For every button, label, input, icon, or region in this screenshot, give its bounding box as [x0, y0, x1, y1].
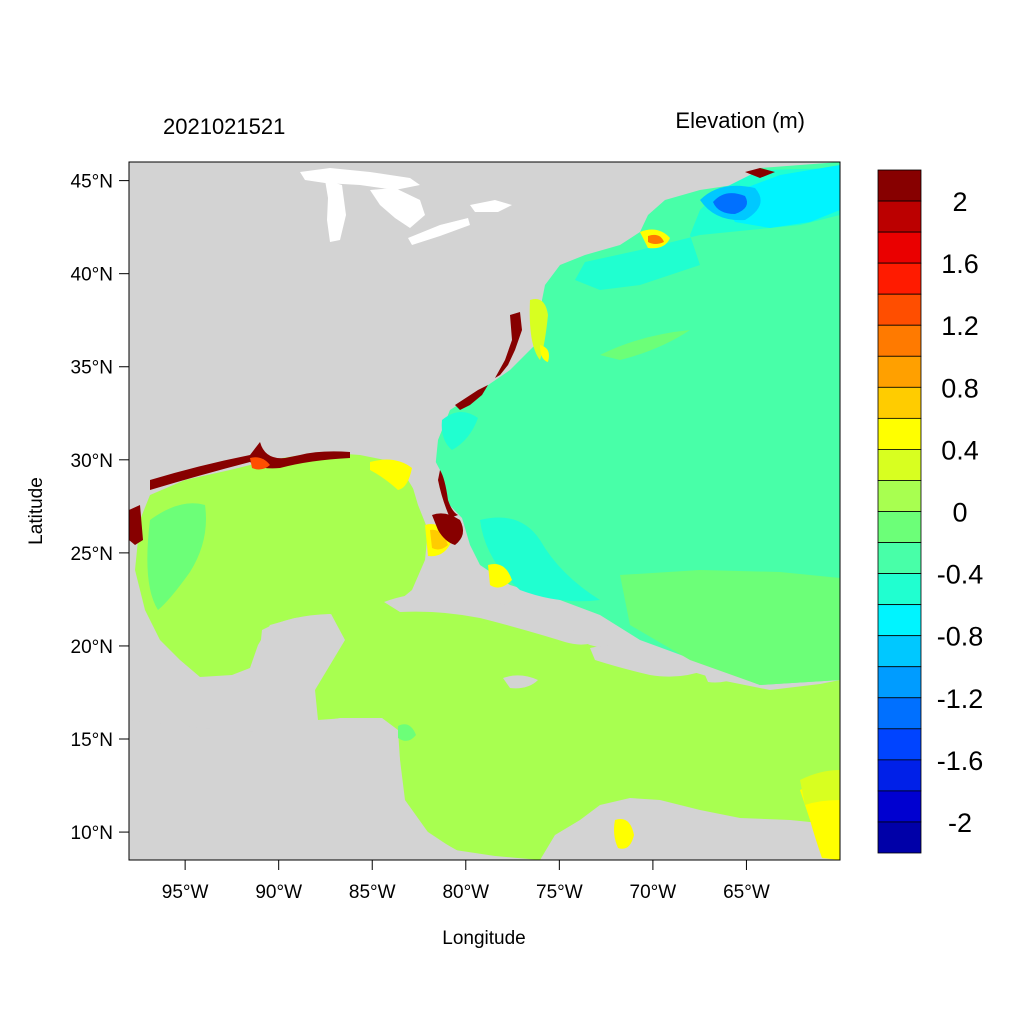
bahamas-yellow [488, 564, 512, 588]
colorbar-bin [877, 231, 922, 264]
florida-coast-cyan [441, 411, 478, 450]
colorbar-bin [877, 759, 922, 792]
map-panel [129, 162, 840, 860]
lake-erie [408, 218, 470, 245]
colorbar-label: -2 [948, 808, 972, 838]
colorbar-bin [877, 417, 922, 450]
colorbar-label: 0 [952, 498, 967, 528]
colorbar-bin [877, 728, 922, 761]
y-tick-label: 45°N [71, 172, 113, 193]
texas-coast-red [129, 505, 143, 545]
carolina-coast-red [455, 385, 488, 410]
big-bend-yellow [370, 459, 412, 490]
mid-atlantic-coast-red [495, 312, 522, 378]
florida-bay-orange [430, 529, 448, 550]
eastern-caribbean-yellowgreen [800, 770, 840, 805]
x-tick-label: 75°W [536, 882, 583, 903]
colorbar-label: -0.8 [937, 622, 984, 652]
east-florida-coast-red [438, 470, 458, 518]
puerto-rico-island [705, 674, 736, 683]
colorbar-labels: 2 1.6 1.2 0.8 0.4 0 -0.4 -0.8 -1.2 -1.6 -2 [937, 187, 984, 838]
colorbar-bin [877, 635, 922, 668]
colorbar [877, 169, 922, 854]
cuba-island [384, 593, 600, 645]
colorbar-bin [877, 293, 922, 326]
gulf-and-caribbean [135, 452, 840, 860]
lake-ontario [470, 200, 512, 212]
new-england-coast-red [745, 168, 775, 178]
colorbar-label: -0.4 [937, 560, 984, 590]
colorbar-label: -1.2 [937, 684, 984, 714]
colorbar-label: 1.2 [941, 311, 979, 341]
louisiana-orange [250, 457, 270, 470]
variable-title: Elevation (m) [675, 108, 805, 133]
colorbar-bin [877, 200, 922, 233]
lake-huron [370, 188, 425, 228]
x-tick-label: 65°W [723, 882, 770, 903]
south-florida-inundation [432, 513, 464, 545]
y-tick-label: 30°N [71, 451, 113, 472]
y-tick-label: 40°N [71, 265, 113, 286]
x-tick-label: 95°W [162, 882, 209, 903]
colorbar-bin [877, 324, 922, 357]
colorbar-label: 0.8 [941, 373, 979, 403]
map-frame [128, 161, 841, 861]
colorbar-bin [877, 821, 922, 854]
colorbar-bin [877, 480, 922, 512]
caribbean-green-spot [398, 724, 416, 741]
colorbar-label: 1.6 [941, 249, 979, 279]
colorbar-bin [877, 169, 922, 202]
x-axis-label: Longitude [442, 928, 525, 949]
x-tick-label: 85°W [349, 882, 396, 903]
colorbar-bin [877, 790, 922, 823]
colorbar-bin [877, 511, 922, 543]
y-tick-label: 35°N [71, 358, 113, 379]
lake-michigan [325, 180, 346, 242]
y-axis-ticks: 45°N 40°N 35°N 30°N 25°N 20°N 15°N 10°N [71, 172, 129, 844]
colorbar-bin [877, 449, 922, 481]
date-title: 2021021521 [163, 114, 285, 139]
chesapeake-yellow-green [529, 299, 548, 360]
central-america [129, 718, 520, 860]
y-tick-label: 25°N [71, 544, 113, 565]
colorbar-bin [877, 697, 922, 730]
colorbar-bin [877, 386, 922, 419]
colorbar-bin [877, 542, 922, 574]
colorbar-label: -1.6 [937, 746, 984, 776]
great-lakes [300, 168, 512, 245]
colorbar-bin [877, 355, 922, 388]
colorbar-label: 2 [952, 187, 967, 217]
y-tick-label: 10°N [71, 823, 113, 844]
colorbar-bin [877, 573, 922, 606]
jamaica-island [503, 675, 538, 689]
colorbar-bin [877, 666, 922, 699]
lake-superior [300, 168, 420, 190]
south-america-coast [540, 798, 840, 860]
depression-core [713, 193, 748, 214]
y-tick-label: 20°N [71, 637, 113, 658]
y-tick-label: 15°N [71, 730, 113, 751]
x-axis-ticks: 95°W 90°W 85°W 80°W 75°W 70°W 65°W [162, 860, 770, 903]
y-axis-label: Latitude [26, 477, 47, 545]
colorbar-bin [877, 262, 922, 295]
x-tick-label: 70°W [630, 882, 677, 903]
western-gulf-green [147, 503, 206, 610]
cape-cod-orange [648, 234, 664, 244]
yucatan-peninsula [258, 614, 338, 700]
outer-banks-yellow [540, 345, 549, 362]
colorbar-label: 0.4 [941, 435, 979, 465]
atlantic-green-streak [600, 330, 690, 360]
hispaniola-island [590, 644, 705, 677]
venezuela-gulf-yellow [614, 819, 634, 849]
x-tick-label: 90°W [255, 882, 302, 903]
colorbar-bin [877, 604, 922, 637]
atlantic-green-lobe [620, 570, 840, 685]
x-tick-label: 80°W [442, 882, 489, 903]
